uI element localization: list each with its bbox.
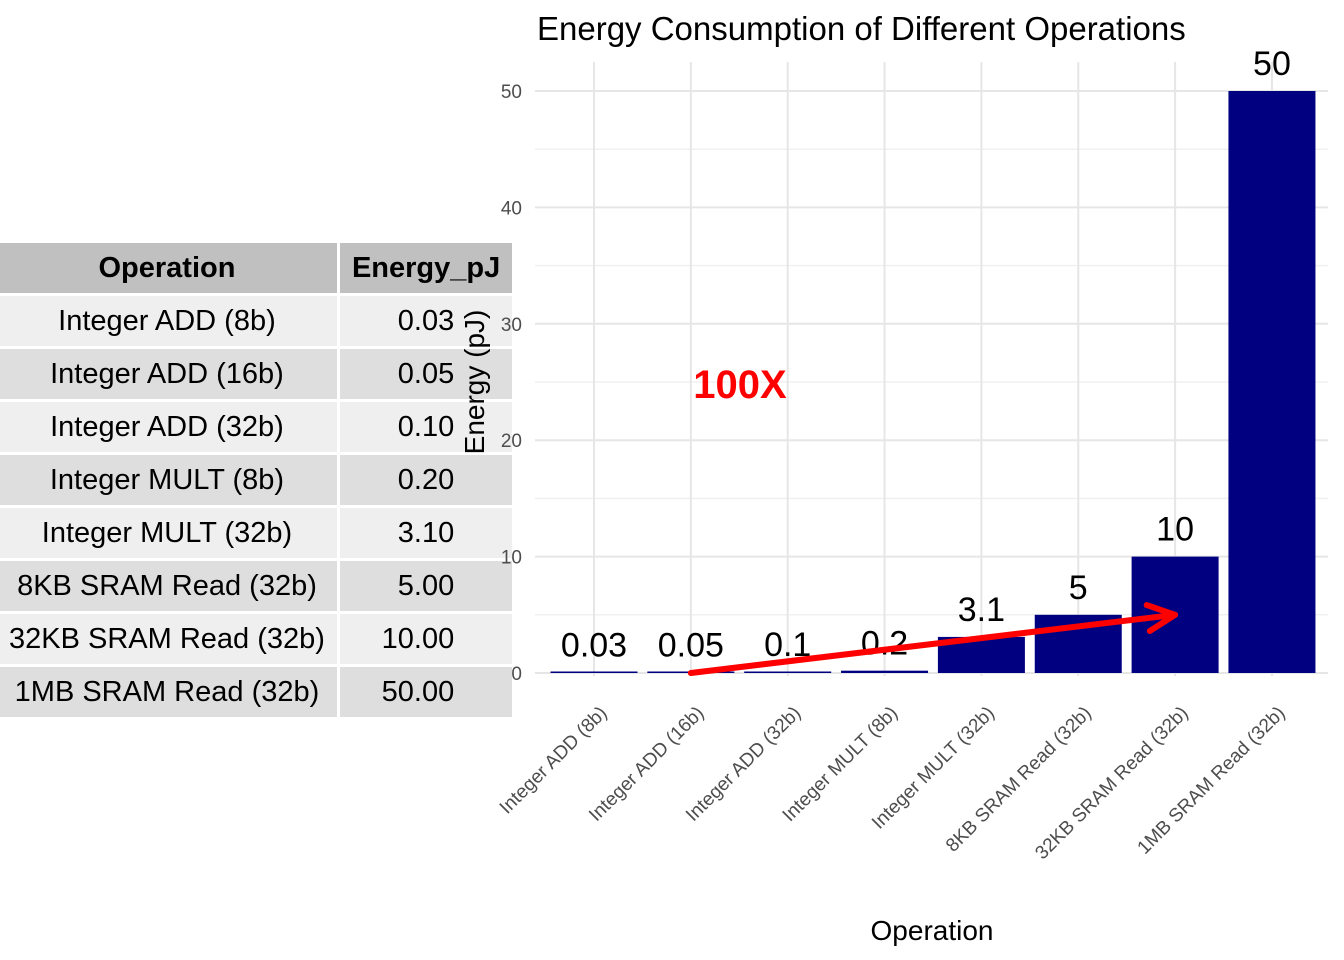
chart-title: Energy Consumption of Different Operatio…	[537, 10, 1186, 47]
data-table: Operation Energy_pJ Integer ADD (8b) 0.03…	[0, 240, 515, 720]
operation-cell: 1MB SRAM Read (32b)	[0, 667, 337, 717]
operation-cell: Integer ADD (16b)	[0, 349, 337, 399]
table-row: 1MB SRAM Read (32b) 50.00	[0, 667, 513, 717]
x-axis-ticks: Integer ADD (8b)Integer ADD (16b)Integer…	[496, 703, 1290, 864]
bar-value-label: 10	[1156, 511, 1194, 549]
table-row: Integer ADD (8b) 0.03	[0, 296, 513, 346]
bar-value-label: 50	[1253, 45, 1291, 83]
y-tick-label: 0	[511, 664, 522, 685]
energy-cell: 0.10	[339, 402, 513, 452]
table-row: Integer MULT (8b) 0.20	[0, 455, 513, 505]
energy-cell: 0.20	[339, 455, 513, 505]
y-tick-label: 50	[501, 82, 522, 103]
bar-value-label: 0.05	[658, 626, 724, 664]
annotation-arrowhead	[1143, 602, 1179, 634]
table-header-row: Operation Energy_pJ	[0, 243, 513, 293]
y-tick-label: 10	[501, 548, 522, 569]
energy-cell: 0.05	[339, 349, 513, 399]
table-row: 8KB SRAM Read (32b) 5.00	[0, 561, 513, 611]
annotation-layer: 100X	[687, 363, 1179, 676]
table-row: Integer ADD (32b) 0.10	[0, 402, 513, 452]
bar	[744, 671, 832, 673]
operation-cell: Integer MULT (32b)	[0, 508, 337, 558]
operation-cell: Integer ADD (8b)	[0, 296, 337, 346]
energy-cell: 10.00	[339, 614, 513, 664]
bar-value-label: 3.1	[958, 591, 1005, 629]
header-energy: Energy_pJ	[339, 243, 513, 293]
energy-cell: 5.00	[339, 561, 513, 611]
y-axis-ticks: 0 10 20 30 40 50	[501, 82, 522, 685]
y-axis-title: Energy (pJ)	[459, 310, 490, 455]
bar-value-label: 5	[1069, 569, 1088, 607]
table-row: 32KB SRAM Read (32b) 10.00	[0, 614, 513, 664]
data-table-container: Operation Energy_pJ Integer ADD (8b) 0.03…	[0, 240, 515, 720]
y-tick-label: 20	[501, 431, 522, 452]
annotation-arrow	[687, 611, 1179, 676]
bar-value-label: 0.2	[861, 625, 908, 663]
operation-cell: 32KB SRAM Read (32b)	[0, 614, 337, 664]
operation-cell: Integer ADD (32b)	[0, 402, 337, 452]
bar	[550, 671, 638, 673]
annotation-text: 100X	[693, 363, 787, 407]
bar-value-label: 0.03	[561, 627, 627, 665]
bar	[841, 670, 929, 673]
energy-cell: 50.00	[339, 667, 513, 717]
x-axis-title: Operation	[871, 915, 994, 946]
table-row: Integer ADD (16b) 0.05	[0, 349, 513, 399]
header-operation: Operation	[0, 243, 337, 293]
y-tick-label: 30	[501, 315, 522, 336]
energy-cell: 3.10	[339, 508, 513, 558]
energy-cell: 0.03	[339, 296, 513, 346]
table-row: Integer MULT (32b) 3.10	[0, 508, 513, 558]
operation-cell: Integer MULT (8b)	[0, 455, 337, 505]
y-tick-label: 40	[501, 198, 522, 219]
operation-cell: 8KB SRAM Read (32b)	[0, 561, 337, 611]
bar	[1228, 91, 1316, 673]
